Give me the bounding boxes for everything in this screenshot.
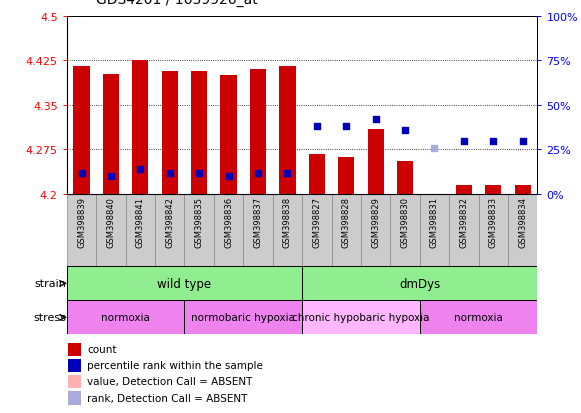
Text: GSM398837: GSM398837 xyxy=(253,197,263,248)
Bar xyxy=(368,129,383,195)
Bar xyxy=(338,157,354,195)
Bar xyxy=(67,301,185,335)
Bar xyxy=(361,195,390,267)
Bar xyxy=(214,195,243,267)
Text: GDS4201 / 1639926_at: GDS4201 / 1639926_at xyxy=(96,0,257,7)
Point xyxy=(136,166,145,173)
Point xyxy=(371,116,381,123)
Point xyxy=(518,138,528,145)
Bar xyxy=(67,195,96,267)
Bar xyxy=(449,195,479,267)
Bar xyxy=(302,195,332,267)
Text: GSM398842: GSM398842 xyxy=(165,197,174,247)
Point xyxy=(77,170,86,176)
Point xyxy=(430,145,439,152)
Point xyxy=(106,173,116,180)
Text: GSM398828: GSM398828 xyxy=(342,197,351,247)
Text: count: count xyxy=(87,344,117,355)
Text: GSM398836: GSM398836 xyxy=(224,197,233,248)
Bar xyxy=(67,267,302,301)
Text: GSM398834: GSM398834 xyxy=(518,197,527,247)
Bar xyxy=(479,195,508,267)
Bar xyxy=(397,162,413,195)
Bar xyxy=(272,195,302,267)
Text: GSM398833: GSM398833 xyxy=(489,197,498,248)
Text: dmDys: dmDys xyxy=(399,277,440,290)
Bar xyxy=(508,195,537,267)
Point xyxy=(459,138,468,145)
Text: GSM398831: GSM398831 xyxy=(430,197,439,247)
Bar xyxy=(96,195,125,267)
Point xyxy=(253,170,263,176)
Bar xyxy=(309,154,325,195)
Bar xyxy=(162,71,178,195)
Text: value, Detection Call = ABSENT: value, Detection Call = ABSENT xyxy=(87,376,253,387)
Text: GSM398835: GSM398835 xyxy=(195,197,204,247)
Bar xyxy=(73,67,89,195)
Bar xyxy=(68,375,81,388)
Bar xyxy=(68,392,81,405)
Text: GSM398839: GSM398839 xyxy=(77,197,86,247)
Point xyxy=(489,138,498,145)
Text: strain: strain xyxy=(34,279,66,289)
Bar xyxy=(390,195,420,267)
Text: GSM398830: GSM398830 xyxy=(400,197,410,247)
Point xyxy=(283,170,292,176)
Bar xyxy=(155,195,185,267)
Text: percentile rank within the sample: percentile rank within the sample xyxy=(87,361,263,370)
Text: GSM398840: GSM398840 xyxy=(106,197,116,247)
Bar xyxy=(185,301,302,335)
Bar xyxy=(68,359,81,372)
Bar xyxy=(250,70,266,195)
Text: normoxia: normoxia xyxy=(101,313,150,323)
Text: normobaric hypoxia: normobaric hypoxia xyxy=(191,313,295,323)
Text: GSM398832: GSM398832 xyxy=(460,197,468,247)
Text: wild type: wild type xyxy=(157,277,211,290)
Text: normoxia: normoxia xyxy=(454,313,503,323)
Bar xyxy=(185,195,214,267)
Bar xyxy=(243,195,272,267)
Point xyxy=(165,170,174,176)
Bar xyxy=(485,185,501,195)
Bar xyxy=(302,267,537,301)
Bar xyxy=(103,74,119,195)
Bar xyxy=(279,67,296,195)
Bar xyxy=(332,195,361,267)
Bar xyxy=(420,301,537,335)
Point xyxy=(342,124,351,131)
Text: GSM398841: GSM398841 xyxy=(136,197,145,247)
Bar xyxy=(221,76,236,195)
Bar xyxy=(456,185,472,195)
Bar xyxy=(420,195,449,267)
Text: stress: stress xyxy=(33,313,66,323)
Text: chronic hypobaric hypoxia: chronic hypobaric hypoxia xyxy=(292,313,430,323)
Bar xyxy=(515,185,531,195)
Text: GSM398838: GSM398838 xyxy=(283,197,292,248)
Text: GSM398829: GSM398829 xyxy=(371,197,380,247)
Point xyxy=(224,173,233,180)
Point xyxy=(195,170,204,176)
Bar xyxy=(191,71,207,195)
Point xyxy=(400,127,410,134)
Bar xyxy=(125,195,155,267)
Bar xyxy=(302,301,420,335)
Text: GSM398827: GSM398827 xyxy=(313,197,321,247)
Bar xyxy=(68,343,81,356)
Point xyxy=(312,124,321,131)
Bar xyxy=(132,61,148,195)
Text: rank, Detection Call = ABSENT: rank, Detection Call = ABSENT xyxy=(87,393,248,403)
